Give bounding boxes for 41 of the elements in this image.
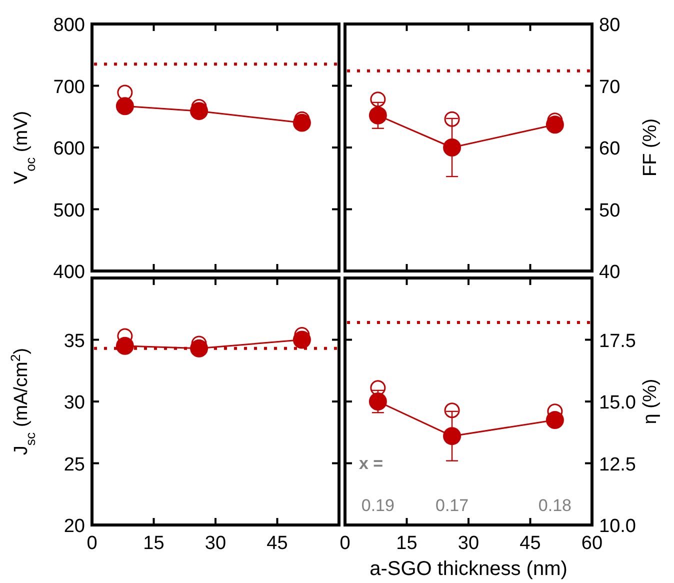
y2-tick-label: 70 — [599, 76, 620, 98]
x-axis-title: a-SGO thickness (nm) — [370, 558, 568, 580]
y-tick-label: 600 — [53, 138, 85, 160]
point — [546, 116, 564, 134]
y-tick-label: 30 — [64, 392, 85, 414]
y2-tick-label: 60 — [599, 138, 620, 160]
annotation: 0.18 — [538, 496, 572, 515]
y-tick-label: 700 — [53, 76, 85, 98]
y2-tick-label: 40 — [599, 262, 620, 283]
point — [190, 102, 208, 120]
y-tick-label: 400 — [53, 262, 85, 283]
y2-axis-title: FF (%) — [640, 118, 661, 177]
x-tick-label: 30 — [204, 533, 226, 554]
y2-tick-label: 15.0 — [599, 392, 636, 414]
y2-tick-label: 12.5 — [599, 454, 636, 476]
x-tick-label: 45 — [520, 533, 541, 554]
y2-axis-title: η (%) — [640, 378, 661, 424]
y-tick-label: 25 — [64, 454, 85, 476]
x-tick-label: 15 — [396, 533, 418, 554]
point — [116, 97, 134, 116]
x-tick-label: 0 — [340, 533, 350, 554]
y-tick-label: 20 — [64, 516, 85, 537]
annotation: x = — [358, 454, 384, 473]
point — [443, 138, 462, 156]
y-tick-label: 500 — [53, 200, 85, 222]
y2-tick-label: 17.5 — [599, 330, 636, 352]
x-tick-label: 0 — [86, 533, 98, 554]
y-tick-label: 35 — [64, 330, 85, 352]
y2-tick-label: 50 — [599, 200, 620, 222]
point — [443, 427, 462, 446]
x-tick-label: 45 — [266, 533, 288, 554]
point — [546, 411, 564, 430]
y2-tick-label: 80 — [599, 15, 620, 36]
annotation: 0.17 — [435, 496, 469, 515]
y-tick-label: 800 — [53, 15, 85, 36]
x-tick-label: 15 — [143, 533, 164, 554]
annotation: 0.19 — [361, 496, 394, 515]
point — [292, 114, 311, 132]
point — [368, 392, 387, 410]
point — [368, 106, 387, 124]
x-tick-label: 30 — [458, 533, 480, 554]
